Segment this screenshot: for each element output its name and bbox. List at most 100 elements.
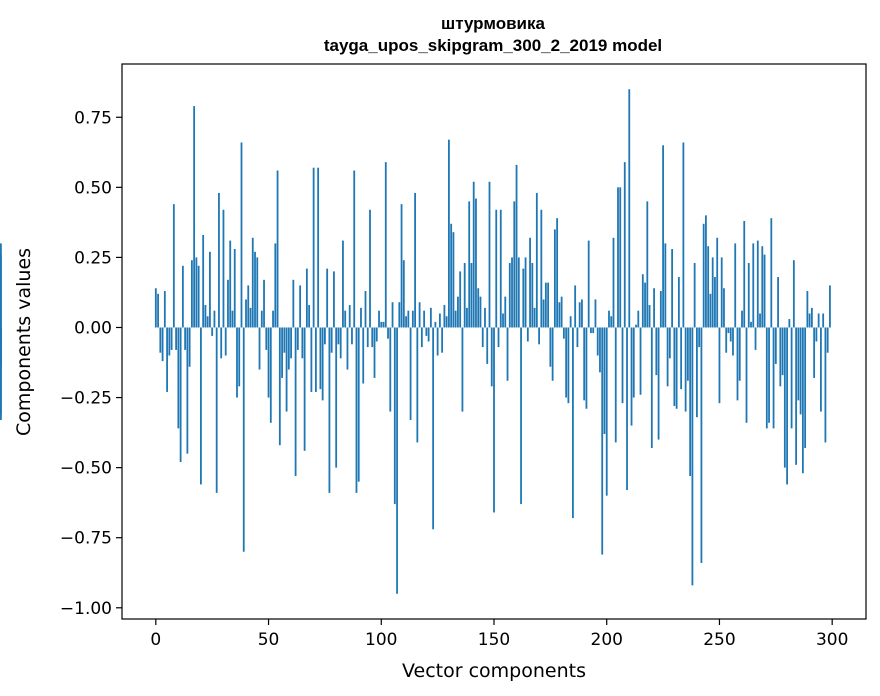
bar-25 <box>211 327 214 336</box>
bar-3 <box>161 327 164 362</box>
bar-122 <box>429 307 432 328</box>
bar-259 <box>738 327 741 381</box>
bar-166 <box>529 237 531 328</box>
bar-151 <box>495 209 498 328</box>
bar-32 <box>227 279 229 328</box>
bar-66 <box>303 327 306 451</box>
x-tick-label: 250 <box>703 630 735 650</box>
bar-265 <box>752 243 755 328</box>
bar-269 <box>761 246 764 328</box>
bar-274 <box>772 327 775 429</box>
bar-173 <box>544 282 547 328</box>
bar-series <box>0 89 831 594</box>
bar-213 <box>635 324 637 328</box>
bar-207 <box>621 327 624 404</box>
bar-242 <box>700 327 703 563</box>
bar-152 <box>497 327 500 348</box>
bar-72 <box>317 167 320 328</box>
bar-186 <box>574 285 577 328</box>
bar-115 <box>414 192 416 328</box>
bar-204 <box>614 327 617 443</box>
bar-158 <box>511 257 513 328</box>
bar-109 <box>400 204 403 328</box>
bar-108 <box>398 302 401 328</box>
bar-129 <box>445 316 448 328</box>
bar-246 <box>709 293 712 328</box>
bar-217 <box>644 282 646 328</box>
bar-69 <box>310 327 313 392</box>
x-axis-label: Vector components <box>402 660 586 682</box>
bar-82 <box>339 327 342 359</box>
bar-102 <box>384 162 387 328</box>
bar-73 <box>319 327 322 390</box>
bar-64 <box>299 285 302 328</box>
bar-116 <box>416 327 419 443</box>
bar-123 <box>432 327 435 530</box>
bar-157 <box>508 263 511 328</box>
bar-20 <box>200 327 202 485</box>
bar-298 <box>826 327 829 353</box>
bar-97 <box>373 327 376 378</box>
bar-235 <box>684 327 687 412</box>
bar-24 <box>209 251 211 328</box>
bar-232 <box>677 277 680 328</box>
bar-92 <box>362 327 365 384</box>
bar-188 <box>578 302 581 328</box>
bar-6 <box>168 327 171 356</box>
bar-240 <box>696 327 698 418</box>
y-tick-label: −0.75 <box>60 529 112 549</box>
bar-124 <box>434 321 437 328</box>
x-tick-label: 100 <box>365 630 397 650</box>
bar-22 <box>204 305 207 328</box>
bar-40 <box>245 299 247 328</box>
bar-287 <box>801 327 804 474</box>
x-tick-label: 300 <box>816 630 848 650</box>
y-axis-label: Components values <box>13 248 35 436</box>
bar-163 <box>522 268 525 328</box>
bar-2 <box>159 327 162 353</box>
bar-172 <box>542 299 545 328</box>
bar-268 <box>759 313 761 328</box>
bar-191 <box>585 327 588 409</box>
bar-34 <box>231 310 234 328</box>
bar-219 <box>648 305 651 328</box>
bar-183 <box>567 327 570 404</box>
bar-130 <box>448 139 450 328</box>
bar-54 <box>276 170 279 328</box>
bar-247 <box>711 257 714 328</box>
bar-76 <box>326 268 329 328</box>
bar-47 <box>260 310 263 328</box>
bar-277 <box>779 327 782 387</box>
bar-190 <box>583 327 586 401</box>
bar-284 <box>795 327 798 465</box>
bar-260 <box>741 310 743 328</box>
bar-231 <box>675 327 678 409</box>
bar-297 <box>824 327 827 443</box>
bar-156 <box>506 327 509 381</box>
bar-262 <box>745 327 748 423</box>
bar-154 <box>502 313 504 328</box>
bar-42 <box>249 307 252 328</box>
bar-117 <box>418 302 421 328</box>
bar-273 <box>770 218 773 328</box>
bar-276 <box>777 277 779 328</box>
bar-127 <box>441 327 444 353</box>
bar-225 <box>662 145 664 328</box>
bar-258 <box>736 327 739 401</box>
bar-220 <box>650 327 653 449</box>
bar-234 <box>682 142 685 328</box>
bar-65 <box>301 327 304 359</box>
bar-113 <box>409 327 412 420</box>
bar-164 <box>524 257 527 328</box>
bar-147 <box>486 327 489 364</box>
bar-79 <box>333 271 335 328</box>
bar-196 <box>596 327 599 356</box>
bar-295 <box>820 327 822 412</box>
bar-86 <box>348 305 351 328</box>
bar-263 <box>747 263 750 328</box>
bar-44 <box>254 251 256 328</box>
bar-15 <box>188 327 191 367</box>
bar-11 <box>179 327 182 463</box>
bar-57 <box>283 327 286 353</box>
